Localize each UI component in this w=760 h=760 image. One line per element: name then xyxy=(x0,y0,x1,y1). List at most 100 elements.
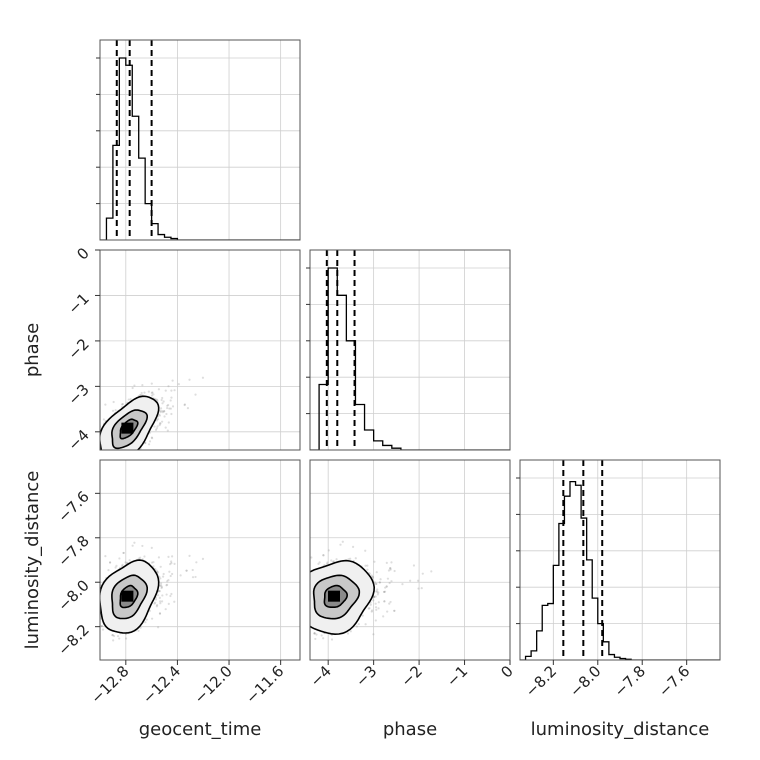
sample-point xyxy=(169,563,172,566)
sample-point xyxy=(372,595,376,599)
panel-frame xyxy=(519,459,721,661)
sample-point xyxy=(183,403,186,407)
sample-point xyxy=(167,555,170,558)
sample-point xyxy=(118,557,121,560)
sample-point xyxy=(170,396,173,399)
sample-point xyxy=(129,454,131,456)
panel-frame xyxy=(99,459,301,661)
sample-point xyxy=(150,394,154,397)
sample-point xyxy=(112,400,115,404)
sample-point xyxy=(165,593,168,596)
sample-point xyxy=(201,376,205,379)
joint-panel-phase-luminosity_distance xyxy=(301,459,511,661)
sample-point xyxy=(117,455,119,457)
density-peak xyxy=(121,590,134,602)
sample-point xyxy=(121,463,123,465)
sample-point xyxy=(374,602,377,605)
sample-point xyxy=(118,453,120,455)
sample-point xyxy=(150,382,153,385)
sample-point xyxy=(137,629,140,632)
sample-point xyxy=(114,566,117,569)
sample-point xyxy=(158,612,162,615)
sample-point xyxy=(159,577,162,580)
sample-point xyxy=(151,391,154,394)
sample-point xyxy=(95,434,97,436)
sample-point xyxy=(101,456,103,458)
sample-point xyxy=(111,634,114,637)
sample-point xyxy=(118,463,120,465)
sample-point xyxy=(171,555,174,558)
sample-point xyxy=(371,609,374,612)
sample-point xyxy=(112,455,114,457)
sample-point xyxy=(385,585,388,588)
sample-point xyxy=(318,561,321,564)
sample-point xyxy=(106,457,108,459)
sample-point xyxy=(162,410,166,413)
sample-point xyxy=(102,452,104,454)
sample-point xyxy=(127,454,129,456)
sample-point xyxy=(104,555,107,558)
sample-point xyxy=(161,575,165,578)
sample-point xyxy=(161,396,164,400)
sample-point xyxy=(307,595,309,597)
sample-point xyxy=(159,409,162,412)
sample-point xyxy=(143,555,146,558)
sample-point xyxy=(375,571,378,574)
sample-point xyxy=(158,590,162,593)
sample-point xyxy=(137,452,139,454)
sample-point xyxy=(117,451,119,453)
sample-point xyxy=(95,447,97,449)
sample-point xyxy=(194,575,197,579)
sample-point xyxy=(161,411,164,414)
sample-point xyxy=(372,633,375,636)
sample-point xyxy=(104,403,107,406)
sample-point xyxy=(112,634,116,638)
sample-point xyxy=(111,450,113,452)
sample-point xyxy=(166,404,169,407)
sample-point xyxy=(124,637,128,640)
sample-point xyxy=(143,391,146,394)
sample-point xyxy=(131,544,134,547)
sample-point xyxy=(155,419,159,422)
sample-point xyxy=(95,608,97,610)
sample-point xyxy=(139,556,142,559)
sample-point xyxy=(158,414,162,417)
sample-point xyxy=(162,572,165,576)
sample-point xyxy=(161,594,164,597)
sample-point xyxy=(110,454,112,456)
sample-point xyxy=(116,455,118,457)
sample-point xyxy=(124,561,127,564)
sample-point xyxy=(115,451,117,453)
sample-point xyxy=(164,389,167,392)
sample-point xyxy=(171,572,174,576)
sample-point xyxy=(393,609,396,612)
sample-point xyxy=(121,454,123,456)
sample-point xyxy=(121,451,123,453)
sample-point xyxy=(166,580,169,583)
sample-point xyxy=(301,602,303,604)
sample-point xyxy=(150,436,153,439)
sample-point xyxy=(114,456,116,458)
sample-point xyxy=(123,453,125,455)
sample-point xyxy=(390,561,393,564)
sample-point xyxy=(161,600,164,603)
sample-point xyxy=(162,400,165,403)
sample-point xyxy=(307,609,309,611)
sample-point xyxy=(303,605,305,607)
sample-point xyxy=(148,440,152,443)
sample-point xyxy=(160,585,164,589)
sample-point xyxy=(161,402,164,405)
sample-point xyxy=(158,423,161,427)
sample-point xyxy=(106,467,108,469)
sample-point xyxy=(160,584,163,587)
sample-point xyxy=(150,391,153,395)
sample-point xyxy=(170,562,173,565)
sample-point xyxy=(166,583,169,586)
sample-point xyxy=(100,624,103,628)
sample-point xyxy=(185,569,188,572)
sample-point xyxy=(105,453,107,455)
sample-point xyxy=(108,561,112,564)
sample-point xyxy=(111,458,113,460)
sample-point xyxy=(167,421,170,424)
sample-point xyxy=(129,398,132,401)
